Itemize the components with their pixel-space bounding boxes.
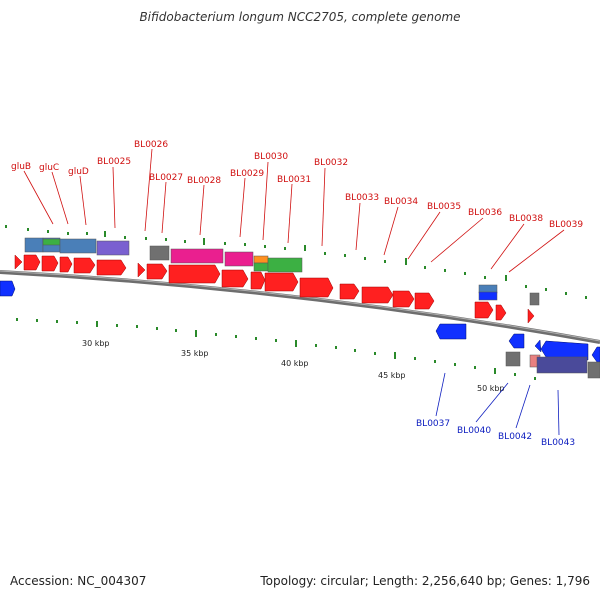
gene-label-bl0026: BL0026 (134, 140, 168, 150)
gene-label-bl0036: BL0036 (468, 208, 502, 218)
gene-label-bl0029: BL0029 (230, 169, 264, 179)
gene-label-bl0037: BL0037 (416, 419, 450, 429)
genome-stats-text: Topology: circular; Length: 2,256,640 bp… (260, 574, 590, 588)
gene-label-bl0030: BL0030 (254, 152, 288, 162)
feature-track-upper (24, 237, 540, 306)
gene-label-bl0031: BL0031 (277, 175, 311, 185)
scale-label-30kbp: 30 kbp (82, 339, 110, 348)
map-title: Bifidobacterium longum NCC2705, complete… (139, 10, 461, 24)
scale-label-45kbp: 45 kbp (378, 371, 406, 380)
gene-label-bl0028: BL0028 (187, 176, 221, 186)
gene-label-bl0043: BL0043 (541, 438, 575, 448)
gene-label-bl0035: BL0035 (427, 202, 461, 212)
gene-label-glud: gluD (68, 167, 89, 177)
scale-label-50kbp: 50 kbp (477, 384, 505, 393)
scale-label-40kbp: 40 kbp (281, 359, 309, 368)
gene-label-glub: gluB (11, 162, 31, 172)
outer-tick-row (5, 225, 587, 299)
gene-label-bl0033: BL0033 (345, 193, 379, 203)
top-leader-lines (23, 148, 565, 273)
gene-label-bl0042: BL0042 (498, 432, 532, 442)
gene-label-bl0038: BL0038 (509, 214, 543, 224)
top-labels: gluB gluC gluD BL0025 BL0026 BL0027 BL00… (11, 140, 583, 230)
gene-label-bl0039: BL0039 (549, 220, 583, 230)
inner-tick-row (16, 318, 536, 380)
gene-label-bl0034: BL0034 (384, 197, 418, 207)
genome-backbone (0, 270, 600, 344)
scale-labels: 30 kbp 35 kbp 40 kbp 45 kbp 50 kbp (82, 339, 505, 393)
bottom-leader-lines (435, 372, 560, 436)
gene-label-bl0040: BL0040 (457, 426, 491, 436)
gene-label-bl0025: BL0025 (97, 157, 131, 167)
scale-label-35kbp: 35 kbp (181, 349, 209, 358)
accession-text: Accession: NC_004307 (10, 574, 147, 588)
gene-label-gluc: gluC (39, 163, 59, 173)
gene-label-bl0027: BL0027 (149, 173, 183, 183)
feature-track-lower (505, 351, 600, 379)
bottom-labels: BL0037 BL0040 BL0042 BL0043 (416, 419, 575, 448)
forward-cds-track (14, 254, 535, 324)
gene-label-bl0032: BL0032 (314, 158, 348, 168)
